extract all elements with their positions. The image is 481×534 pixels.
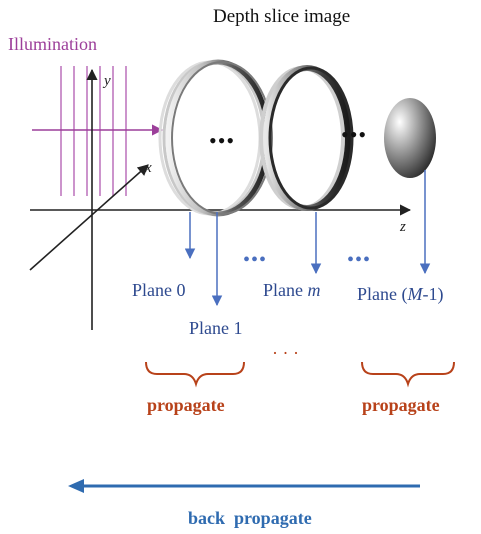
plane-1-label: Plane 1 <box>189 318 243 338</box>
propagate-bracket-left <box>145 361 245 388</box>
ellipsis-rings-1: ••• <box>209 128 236 153</box>
illumination-label: Illumination <box>8 34 97 54</box>
propagate-label-left: propagate <box>147 395 225 415</box>
plane-0-label: Plane 0 <box>132 280 186 300</box>
z-axis-label: z <box>400 219 406 235</box>
plane-M-1-label: Plane (M-1) <box>357 284 443 305</box>
ellipsis-planes-1: ••• <box>243 249 268 271</box>
y-axis-label: y <box>104 73 111 89</box>
plane-arrows <box>184 170 431 307</box>
depth-disk <box>384 98 436 178</box>
coordinate-axes <box>29 68 412 330</box>
back-propagate-arrowhead <box>68 479 84 493</box>
propagate-bracket-right <box>361 361 455 388</box>
plane-M-1-prefix: Plane ( <box>357 284 408 304</box>
x-axis-label: x <box>145 160 152 176</box>
plane-m-var: m <box>307 280 321 300</box>
plane-M-1-var: M <box>407 284 423 304</box>
depth-ring-2 <box>259 65 354 211</box>
illumination-wavefronts <box>60 66 127 196</box>
ellipsis-planes-2: ••• <box>347 249 372 271</box>
diagram-title: Depth slice image <box>213 6 351 27</box>
ellipsis-bottom: · · · <box>272 343 299 363</box>
propagate-label-right: propagate <box>362 395 440 415</box>
plane-m-prefix: Plane <box>263 280 308 300</box>
back-propagate-label: back propagate <box>188 508 312 528</box>
plane-m-label: Plane m <box>263 280 321 301</box>
ellipsis-rings-2: ••• <box>341 122 368 147</box>
plane-M-1-suffix: -1) <box>422 284 444 304</box>
